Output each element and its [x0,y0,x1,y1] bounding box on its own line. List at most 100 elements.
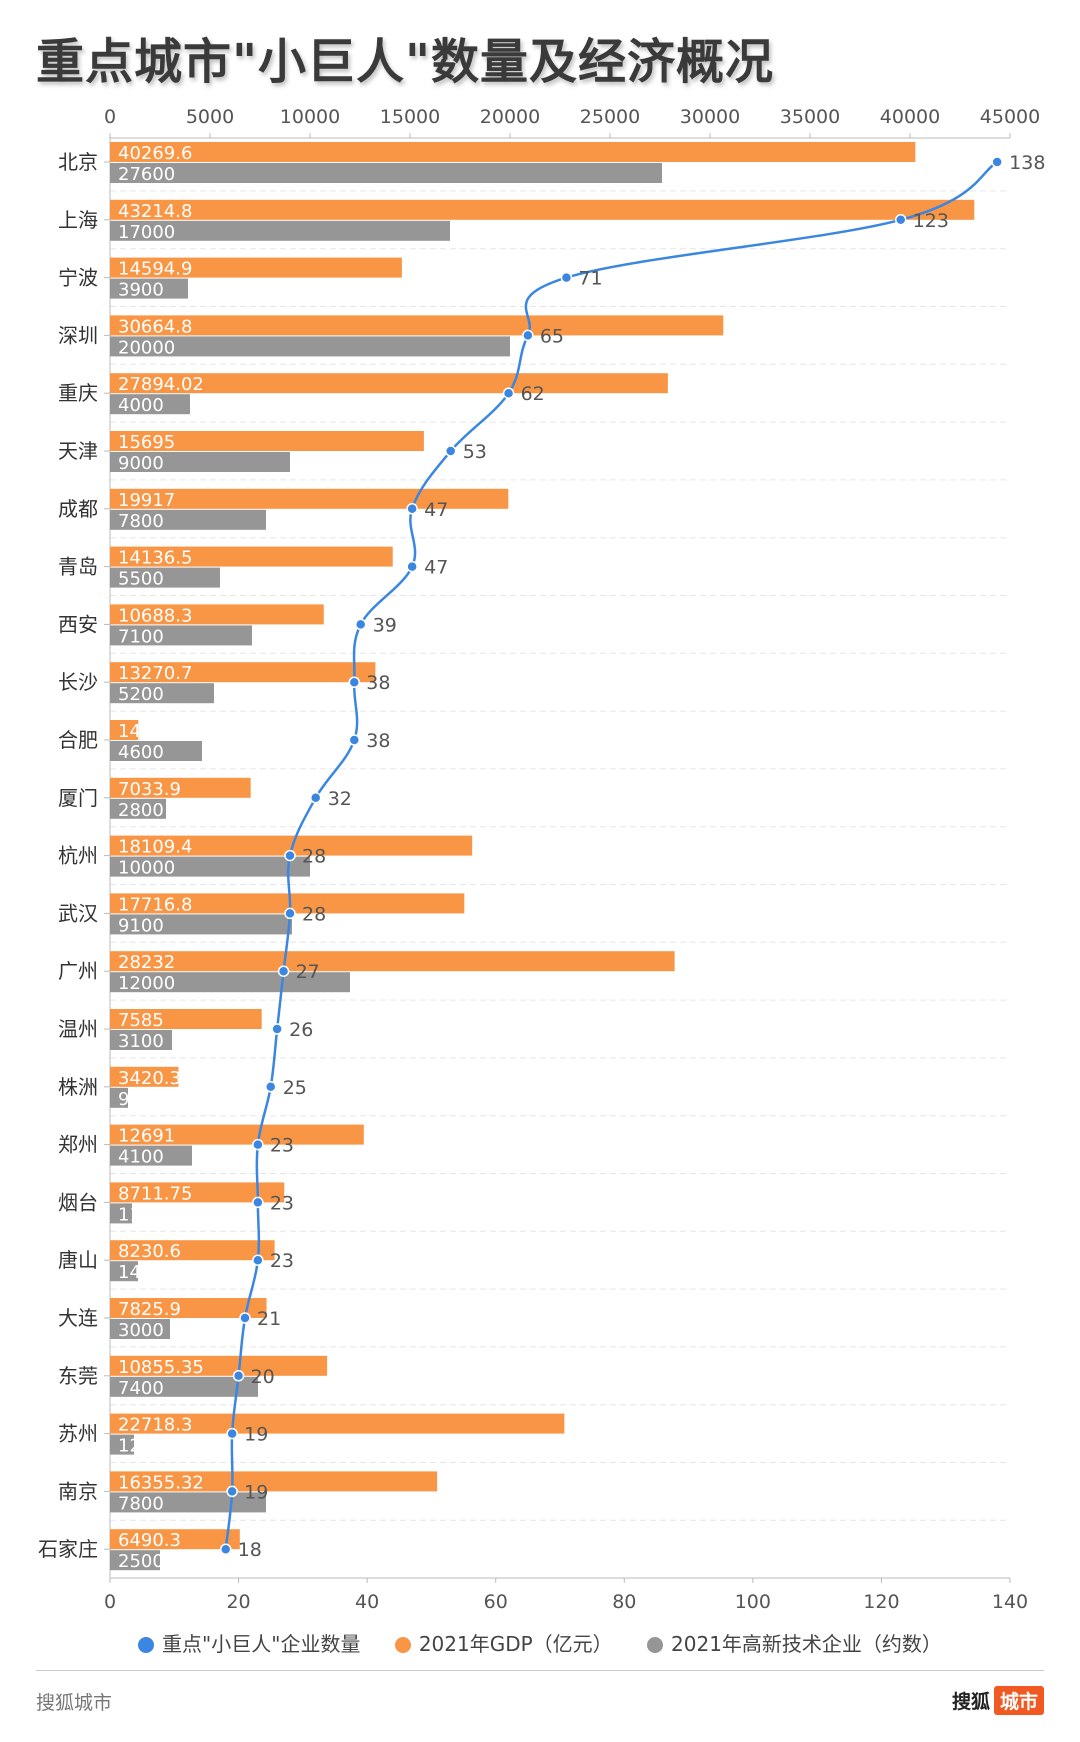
category-label: 株洲 [58,1075,98,1099]
bar-gdp [110,1298,267,1318]
bar-gdp [110,720,139,740]
bar-gdp [110,777,251,798]
footer-divider [36,1670,1044,1671]
bar-label-hightech: 7800 [118,1493,164,1514]
bar-label-hightech: 10000 [118,858,175,879]
line-point [348,676,361,688]
bar-hightech [110,1087,128,1108]
bar-label-gdp: 28232 [118,952,175,973]
line-label: 123 [913,210,949,232]
bar-label-gdp: 43214.8 [118,201,192,222]
line-point [226,1485,238,1498]
line-path [224,160,998,1550]
legend-swatch-gdp [394,1637,411,1653]
legend-item-hightech[interactable]: 2021年高新技术企业（约数） [647,1628,942,1657]
category-label: 广州 [58,959,98,983]
bar-gdp [110,546,393,567]
category-label: 天津 [58,439,98,463]
top-axis-tick-label: 0 [104,106,116,128]
bar-hightech [110,1319,170,1339]
bar-hightech [110,278,188,299]
bar-gdp [110,199,975,220]
category-label: 石家庄 [38,1537,98,1561]
line-label: 26 [289,1019,313,1041]
line-label: 32 [328,788,352,810]
top-axis-tick-label: 10000 [280,106,340,128]
bar-label-gdp: 14136.5 [118,548,192,569]
bar-label-hightech: 12000 [118,973,175,994]
line-label: 28 [302,846,326,868]
line-point [991,156,1003,168]
bar-label-gdp: 8230.6 [118,1241,181,1262]
bottom-axis-tick-label: 120 [863,1591,899,1613]
legend-item-gdp[interactable]: 2021年GDP（亿元） [394,1628,613,1657]
bar-label-hightech: 4100 [118,1147,164,1168]
bar-hightech [110,220,450,241]
brand-tag: 城市 [993,1686,1044,1715]
bar-label-gdp: 18109.4 [118,837,192,858]
line-point [239,1312,251,1324]
line-label: 28 [302,903,326,925]
bar-hightech [110,1434,134,1455]
bar-label-gdp: 10855.35 [118,1357,204,1378]
line-label: 18 [238,1539,262,1561]
bar-gdp [110,488,509,509]
bar-label-hightech: 9000 [118,453,164,474]
line-label: 62 [521,383,545,405]
line-label: 23 [270,1135,294,1157]
bar-hightech [110,452,290,472]
bar-gdp [110,1471,438,1492]
chart-canvas: 0 5000 10000 15000 20000 25000 30000 35000 40000… [38,106,1045,1613]
line-point [522,329,534,342]
bar-hightech [110,1203,132,1224]
legend-swatch-hightech [647,1637,664,1653]
bottom-axis-tick-label: 20 [226,1591,250,1613]
bar-label-hightech: 900 [118,1089,152,1110]
bar-gdp [110,315,724,336]
bar-label-gdp: 7585 [118,1010,164,1031]
bar-label-hightech: 5500 [118,569,164,590]
line-point [502,387,515,399]
bottom-axis-tick-label: 0 [104,1591,116,1613]
bar-hightech [110,394,190,415]
line-point [252,1254,264,1266]
legend-swatch-xiaojuren [138,1637,155,1653]
line-point [894,214,907,226]
bar-gdp [110,1355,328,1376]
line-point [348,734,361,746]
line-point [264,1081,277,1093]
chart-title: 重点城市"小巨人"数量及经济概况 [36,34,775,90]
bar-hightech [110,1492,266,1513]
line-point [226,1427,238,1440]
top-axis-tick-label: 15000 [380,106,440,128]
bar-label-hightech: 20000 [118,337,175,358]
bottom-axis-tick-label: 100 [735,1591,771,1613]
legend: 重点"小巨人"企业数量 2021年GDP（亿元） 2021年高新技术企业（约数） [0,1628,1080,1657]
bar-gdp [110,662,376,683]
legend-item-xiaojuren[interactable]: 重点"小巨人"企业数量 [138,1628,360,1657]
category-label: 厦门 [58,786,98,810]
bottom-axis-tick-label: 40 [355,1591,379,1613]
line-label: 19 [244,1481,268,1503]
bar-gdp [110,1124,364,1145]
category-label: 大连 [58,1306,98,1330]
top-axis-tick-label: 5000 [186,106,234,128]
top-axis-tick-label: 30000 [680,106,740,128]
brand-name: 搜狐 [951,1691,990,1713]
bar-hightech [110,567,220,588]
bar-label-hightech: 3100 [118,1031,164,1052]
bar-label-gdp: 27894.02 [118,374,204,395]
bar-label-gdp: 22718.3 [118,1415,192,1436]
bar-label-gdp: 6490.3 [118,1530,181,1551]
bar-label-hightech: 2500 [118,1551,164,1572]
line-point [444,445,457,457]
bar-hightech [110,336,510,357]
bar-label-hightech: 7400 [118,1378,164,1399]
category-label: 南京 [58,1479,98,1503]
bar-label-gdp: 40269.6 [118,143,192,164]
category-label: 郑州 [58,1133,98,1157]
category-label: 长沙 [58,670,98,694]
category-label: 上海 [58,208,98,232]
line-label: 19 [244,1424,268,1446]
